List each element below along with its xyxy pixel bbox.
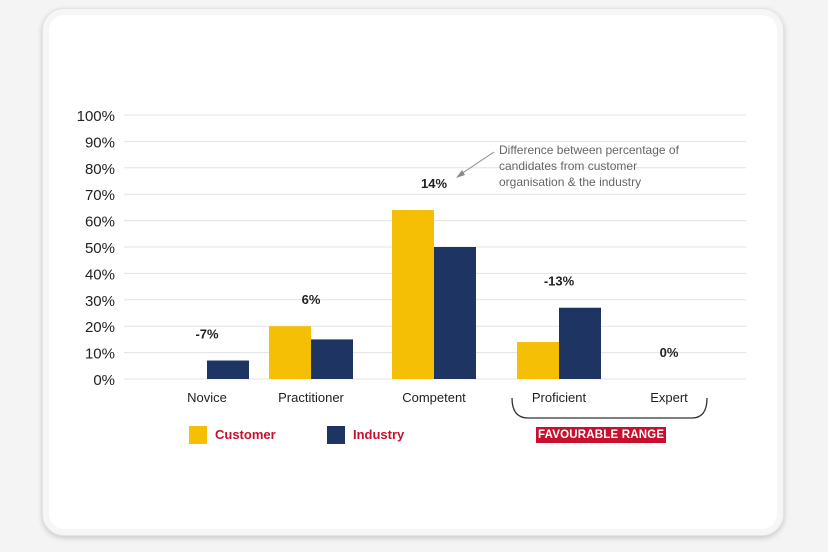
y-tick-label: 10% [85,346,115,363]
bar-industry-novice [207,360,249,379]
favourable-range-bracket [511,397,708,419]
bar-industry-proficient [559,307,601,379]
annotation-arrow-line [457,151,495,177]
y-tick-label: 0% [93,372,115,389]
x-tick-label-proficient: Proficient [532,390,587,405]
x-tick-label-competent: Competent [402,390,466,405]
difference-label-novice: -7% [195,327,219,342]
y-tick-label: 100% [77,108,115,125]
y-tick-label: 50% [85,240,115,257]
annotation-text: organisation & the industry [499,175,641,189]
x-tick-label-expert: Expert [650,390,688,405]
y-tick-label: 30% [85,293,115,310]
favourable-range-label: FAVOURABLE RANGE [536,427,667,443]
bar-industry-competent [434,247,476,379]
bar-customer-practitioner [269,326,311,379]
y-tick-label: 80% [85,161,115,178]
y-tick-label: 40% [85,266,115,283]
y-tick-label: 60% [85,214,115,231]
bar-customer-proficient [517,342,559,379]
x-tick-label-practitioner: Practitioner [278,390,344,405]
difference-label-practitioner: 6% [302,292,321,307]
bar-customer-competent [392,210,434,379]
y-tick-label: 70% [85,187,115,204]
legend-swatch-industry [327,426,345,444]
annotation-arrowhead [456,170,465,178]
annotation-text: Difference between percentage of [499,143,680,157]
bar-industry-practitioner [311,339,353,379]
legend-swatch-customer [189,426,207,444]
annotation-text: candidates from customer [499,159,637,173]
difference-label-expert: 0% [660,345,679,360]
difference-label-proficient: -13% [544,274,575,289]
legend-label-industry: Industry [353,427,405,442]
y-tick-label: 20% [85,319,115,336]
y-tick-label: 90% [85,134,115,151]
difference-label-competent: 14% [421,176,447,191]
x-tick-label-novice: Novice [187,390,227,405]
legend-label-customer: Customer [215,427,276,442]
